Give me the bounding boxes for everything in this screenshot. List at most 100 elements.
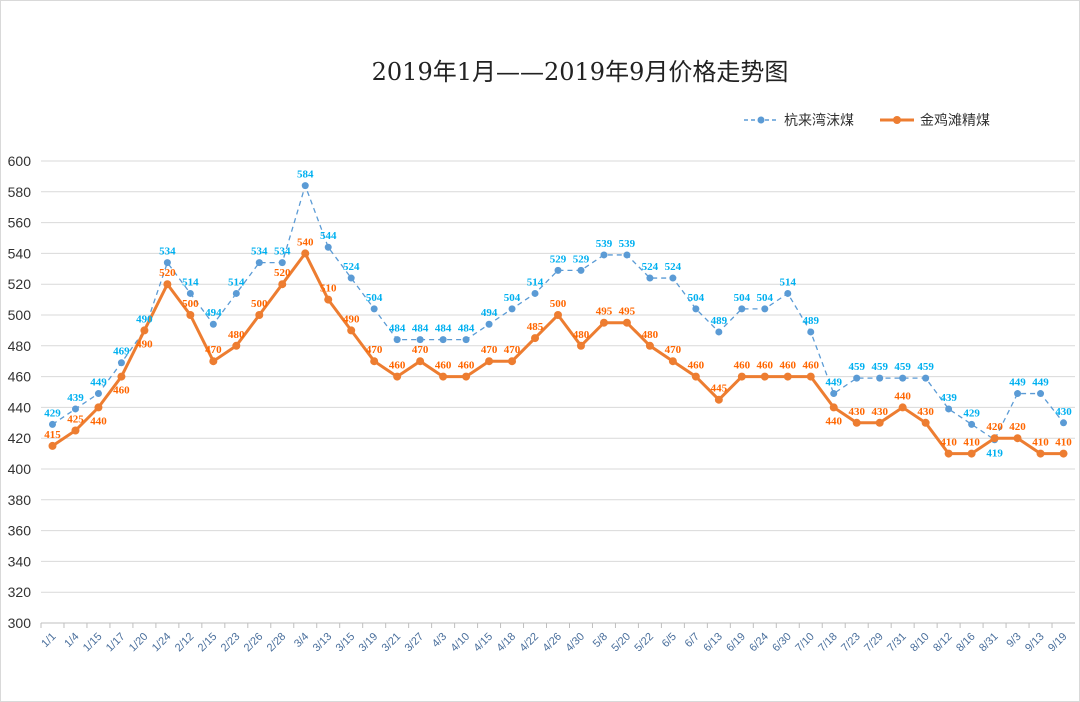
data-point (209, 320, 217, 328)
data-label: 494 (205, 307, 222, 319)
data-point (255, 259, 263, 267)
data-point (899, 374, 907, 382)
data-label: 489 (803, 315, 820, 327)
data-label: 410 (963, 437, 980, 449)
data-point (1036, 449, 1045, 458)
data-point (622, 318, 631, 327)
x-tick-label: 4/10 (449, 631, 473, 655)
x-tick-label: 2/23 (219, 631, 243, 655)
data-label: 484 (435, 323, 452, 335)
data-point (876, 374, 884, 382)
x-tick-label: 2/26 (242, 631, 266, 655)
data-point (576, 341, 585, 350)
data-point (140, 326, 149, 335)
data-point (508, 357, 517, 366)
y-tick-label: 480 (8, 338, 32, 354)
data-point (462, 372, 471, 381)
data-label: 494 (481, 307, 498, 319)
x-tick-label: 3/21 (380, 631, 404, 655)
data-label: 449 (825, 377, 842, 389)
data-label: 514 (182, 276, 199, 288)
data-label: 534 (251, 246, 268, 258)
data-label: 470 (665, 344, 682, 356)
data-point (623, 251, 631, 259)
x-tick-label: 2/28 (265, 631, 289, 655)
data-label: 485 (527, 321, 544, 333)
data-point (393, 336, 401, 344)
data-label: 520 (274, 267, 291, 279)
y-tick-label: 300 (8, 615, 32, 631)
data-label: 429 (963, 407, 980, 419)
data-label: 484 (389, 323, 406, 335)
data-label: 480 (228, 329, 245, 341)
data-label: 504 (688, 292, 705, 304)
y-tick-label: 380 (8, 492, 32, 508)
y-tick-label: 420 (8, 430, 32, 446)
x-tick-label: 1/1 (39, 631, 58, 650)
data-label: 410 (940, 437, 957, 449)
x-tick-label: 5/22 (632, 631, 656, 655)
legend-label: 金鸡滩精煤 (920, 113, 990, 129)
data-label: 490 (136, 338, 153, 350)
data-point (48, 420, 56, 428)
data-label: 430 (1055, 406, 1072, 418)
data-label: 490 (136, 313, 153, 325)
x-tick-label: 1/15 (81, 631, 105, 655)
data-label: 504 (757, 292, 774, 304)
data-point (1014, 390, 1022, 398)
data-point (645, 341, 654, 350)
x-tick-label: 4/18 (495, 631, 519, 655)
data-point (761, 305, 769, 313)
x-tick-label: 6/24 (747, 631, 771, 655)
x-tick-label: 4/22 (518, 631, 542, 655)
data-label: 514 (527, 276, 544, 288)
data-label: 419 (986, 448, 1003, 460)
legend-marker-dashed-icon (744, 116, 778, 124)
data-label: 500 (550, 298, 567, 310)
y-tick-label: 400 (8, 461, 32, 477)
data-point (163, 259, 171, 267)
data-point (945, 405, 953, 413)
data-label: 524 (343, 261, 360, 273)
x-tick-label: 6/7 (683, 631, 702, 650)
data-label: 460 (688, 360, 705, 372)
data-point (485, 357, 494, 366)
data-label: 430 (848, 406, 865, 418)
data-label: 460 (780, 360, 797, 372)
data-label: 504 (734, 292, 751, 304)
y-tick-label: 520 (8, 276, 32, 292)
data-label: 420 (1009, 421, 1026, 433)
data-label: 510 (320, 283, 337, 295)
x-tick-label: 9/3 (1004, 631, 1023, 650)
data-label: 470 (412, 344, 429, 356)
y-tick-label: 460 (8, 369, 32, 385)
data-point (209, 357, 218, 366)
data-label: 470 (366, 344, 383, 356)
data-point (714, 395, 723, 404)
x-tick-label: 8/16 (954, 631, 978, 655)
legend: 杭来湾沫煤 金鸡滩精煤 (744, 110, 990, 130)
data-point (485, 320, 493, 328)
x-tick-label: 8/31 (977, 631, 1001, 655)
x-tick-label: 5/20 (609, 631, 633, 655)
data-label: 524 (665, 261, 682, 273)
data-point (462, 336, 470, 344)
x-tick-label: 6/5 (660, 631, 679, 650)
data-point (853, 374, 861, 382)
data-point (117, 372, 126, 381)
x-tick-label: 7/18 (816, 631, 840, 655)
x-tick-label: 2/15 (196, 631, 220, 655)
data-point (531, 289, 539, 297)
y-tick-label: 540 (8, 245, 32, 261)
data-label: 470 (481, 344, 498, 356)
x-tick-label: 4/15 (472, 631, 496, 655)
chart-title: 2019年1月——2019年9月价格走势图 (371, 58, 789, 86)
data-point (990, 434, 999, 443)
data-point (668, 357, 677, 366)
data-point (370, 305, 378, 313)
data-label: 480 (642, 329, 659, 341)
data-label: 449 (90, 377, 107, 389)
data-label: 460 (458, 360, 475, 372)
x-tick-label: 1/24 (150, 631, 174, 655)
